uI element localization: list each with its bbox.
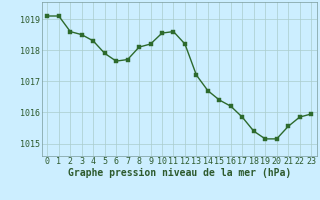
X-axis label: Graphe pression niveau de la mer (hPa): Graphe pression niveau de la mer (hPa) <box>68 168 291 178</box>
